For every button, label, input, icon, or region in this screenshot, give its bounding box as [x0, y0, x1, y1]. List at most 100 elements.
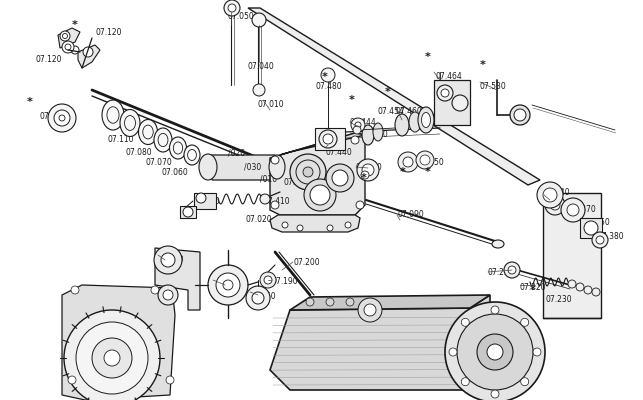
Ellipse shape	[107, 107, 119, 123]
Bar	[543, 193, 601, 318]
Circle shape	[62, 34, 68, 38]
Ellipse shape	[170, 137, 186, 159]
Circle shape	[504, 262, 520, 278]
Circle shape	[457, 314, 533, 390]
Text: 07.080: 07.080	[126, 148, 152, 157]
Circle shape	[550, 200, 560, 210]
Bar	[315, 128, 345, 150]
Text: 07.220: 07.220	[520, 283, 547, 292]
Circle shape	[452, 95, 468, 111]
Text: /010: /010	[260, 175, 277, 184]
Circle shape	[346, 298, 354, 306]
Circle shape	[310, 185, 330, 205]
Circle shape	[327, 225, 333, 231]
Text: *: *	[349, 95, 355, 105]
Polygon shape	[270, 295, 490, 390]
Circle shape	[441, 89, 449, 97]
Circle shape	[545, 195, 565, 215]
Text: 07.450: 07.450	[362, 130, 389, 139]
Text: *: *	[385, 87, 391, 97]
Circle shape	[357, 159, 379, 181]
Text: 07.480: 07.480	[316, 82, 343, 91]
Ellipse shape	[138, 120, 158, 144]
Text: 07.120: 07.120	[35, 55, 62, 64]
Circle shape	[64, 310, 160, 400]
Circle shape	[161, 253, 175, 267]
Circle shape	[151, 286, 159, 294]
Circle shape	[319, 130, 337, 148]
Polygon shape	[155, 248, 200, 310]
Circle shape	[303, 167, 313, 177]
Circle shape	[461, 378, 469, 386]
Text: 07.444: 07.444	[350, 118, 377, 127]
Circle shape	[228, 4, 236, 12]
Circle shape	[253, 84, 265, 96]
Circle shape	[252, 292, 264, 304]
Circle shape	[208, 265, 248, 305]
Circle shape	[326, 298, 334, 306]
Text: *: *	[425, 167, 431, 177]
Circle shape	[183, 207, 193, 217]
Text: 07.040: 07.040	[248, 62, 275, 71]
Text: 07.160: 07.160	[250, 292, 276, 301]
Circle shape	[491, 390, 499, 398]
Ellipse shape	[188, 150, 196, 160]
Polygon shape	[280, 133, 365, 155]
Text: *: *	[400, 167, 406, 177]
Bar	[194, 193, 216, 209]
Circle shape	[71, 286, 79, 294]
Circle shape	[362, 164, 374, 176]
Ellipse shape	[154, 128, 172, 152]
Circle shape	[351, 118, 365, 132]
Circle shape	[166, 376, 174, 384]
Circle shape	[65, 44, 71, 50]
Ellipse shape	[120, 110, 140, 136]
Text: *: *	[361, 173, 367, 183]
Text: 07.050: 07.050	[227, 12, 254, 21]
Polygon shape	[290, 295, 490, 310]
Text: 07.370: 07.370	[570, 205, 597, 214]
Text: 07.464: 07.464	[436, 72, 463, 81]
Circle shape	[282, 222, 288, 228]
Circle shape	[54, 110, 70, 126]
Text: 07.200: 07.200	[293, 258, 320, 267]
Ellipse shape	[373, 123, 383, 141]
Text: 07.070: 07.070	[145, 158, 172, 167]
Text: 07.090: 07.090	[397, 210, 424, 219]
Circle shape	[477, 334, 513, 370]
Ellipse shape	[184, 145, 200, 165]
Polygon shape	[270, 133, 365, 215]
Text: 07.440: 07.440	[325, 148, 352, 157]
Polygon shape	[62, 285, 175, 400]
Circle shape	[584, 286, 592, 294]
Circle shape	[358, 298, 382, 322]
Circle shape	[216, 273, 240, 297]
Circle shape	[521, 378, 529, 386]
Text: *: *	[480, 60, 486, 70]
Circle shape	[592, 232, 608, 248]
Circle shape	[246, 286, 270, 310]
Circle shape	[76, 322, 148, 394]
Circle shape	[83, 47, 93, 57]
Text: 07.400: 07.400	[193, 197, 220, 206]
Circle shape	[420, 155, 430, 165]
Ellipse shape	[418, 107, 434, 133]
Text: 07.460: 07.460	[396, 107, 422, 116]
Circle shape	[264, 276, 272, 284]
Text: /030: /030	[244, 162, 261, 171]
Circle shape	[364, 304, 376, 316]
Circle shape	[533, 348, 541, 356]
Circle shape	[567, 204, 579, 216]
Circle shape	[345, 222, 351, 228]
Circle shape	[537, 182, 563, 208]
Circle shape	[158, 285, 178, 305]
Circle shape	[568, 280, 576, 288]
Circle shape	[361, 171, 369, 179]
Text: *: *	[322, 72, 328, 82]
Circle shape	[403, 157, 413, 167]
Circle shape	[584, 221, 598, 235]
Text: 07.350: 07.350	[584, 218, 611, 227]
Circle shape	[163, 290, 173, 300]
Text: 07.020: 07.020	[246, 215, 273, 224]
Ellipse shape	[409, 112, 421, 132]
